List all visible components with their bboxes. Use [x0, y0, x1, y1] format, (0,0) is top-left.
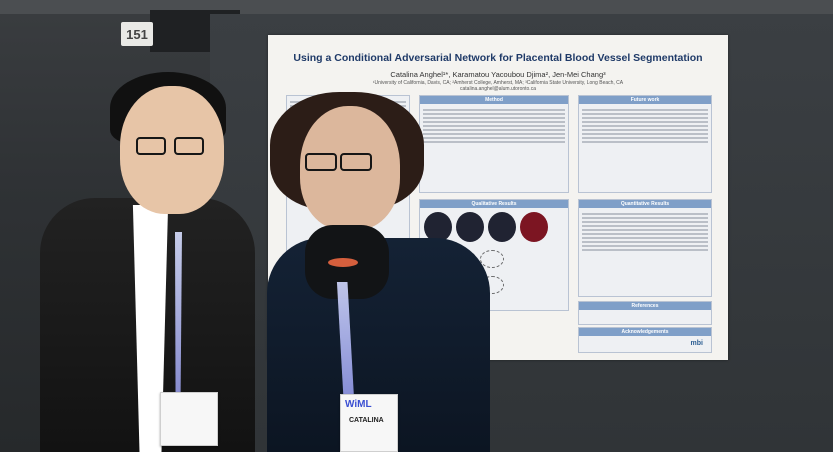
acknowledgements-panel: Acknowledgements mbi: [578, 327, 712, 353]
vessel-map: [480, 250, 504, 268]
quantitative-results-text-lines: [579, 208, 711, 256]
poster-authors: Catalina Anghel¹*, Karamatou Yacoubou Dj…: [390, 70, 606, 79]
quantitative-results-panel: Quantitative Results: [578, 199, 712, 297]
ceiling-strip: [0, 0, 833, 14]
left-person-glasses-lens: [136, 137, 166, 155]
badge-name: CATALINA: [349, 417, 384, 424]
right-person-scarf-pattern: [328, 258, 358, 267]
right-person-glasses-lens: [305, 153, 337, 171]
method-text-lines: [420, 104, 568, 148]
placenta-image: [456, 212, 484, 242]
quantitative-results-header: Quantitative Results: [579, 200, 711, 208]
right-person-face: [300, 106, 400, 230]
future-work-text-lines: [579, 104, 711, 148]
placenta-images-row: [420, 208, 568, 246]
left-person-glasses-lens: [174, 137, 204, 155]
future-work-header: Future work: [579, 96, 711, 104]
placenta-image-red: [520, 212, 548, 242]
future-work-panel: Future work: [578, 95, 712, 193]
left-person-badge: [160, 392, 218, 446]
board-number-label: 151: [121, 22, 153, 46]
qualitative-results-header: Qualitative Results: [420, 200, 568, 208]
poster-title: Using a Conditional Adversarial Network …: [293, 52, 703, 64]
right-person-badge: WiML CATALINA: [340, 394, 398, 452]
method-panel: Method: [419, 95, 569, 193]
right-person-glasses-lens: [340, 153, 372, 171]
mbi-logo: mbi: [690, 340, 703, 347]
poster-email: catalina.anghel@alum.utoronto.ca: [460, 86, 536, 92]
left-person-lanyard: [175, 232, 182, 418]
badge-event-logo: WiML: [345, 399, 372, 410]
placenta-image: [488, 212, 516, 242]
acknowledgements-header: Acknowledgements: [579, 328, 711, 336]
references-header: References: [579, 302, 711, 310]
references-panel: References: [578, 301, 712, 325]
poster-affiliations: ¹University of California, Davis, CA; ²A…: [372, 80, 624, 86]
placenta-image: [424, 212, 452, 242]
method-header: Method: [420, 96, 568, 104]
